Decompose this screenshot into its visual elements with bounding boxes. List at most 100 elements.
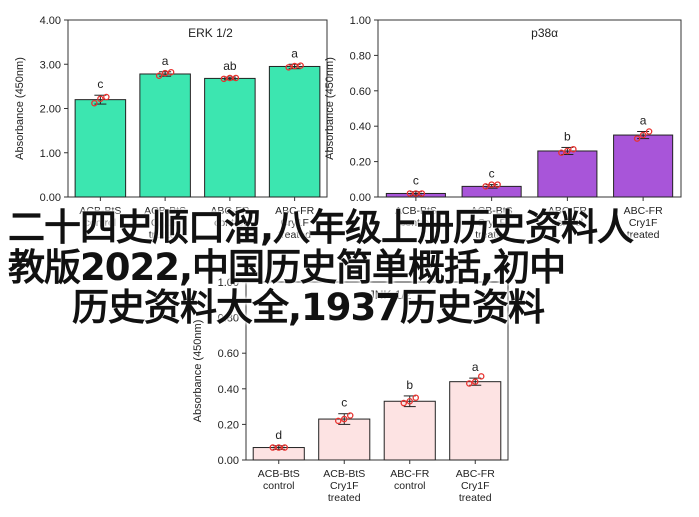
x-tick-label: treated bbox=[149, 229, 182, 241]
x-tick-label: ABC-FR bbox=[548, 205, 588, 217]
data-point bbox=[488, 181, 495, 188]
x-tick-label: ACB-BtS bbox=[471, 205, 513, 217]
plot-frame bbox=[377, 19, 682, 198]
x-tick-label: treated bbox=[278, 229, 311, 241]
data-point bbox=[91, 99, 98, 107]
x-tick-label: ACB-BtS bbox=[79, 205, 121, 217]
data-point bbox=[340, 415, 348, 423]
data-point bbox=[285, 64, 292, 71]
x-tick-label: Cry1F bbox=[477, 217, 506, 229]
bar bbox=[268, 65, 321, 198]
data-point bbox=[155, 72, 163, 80]
data-point bbox=[418, 190, 426, 197]
x-tick-label: control bbox=[394, 480, 426, 492]
data-point bbox=[275, 444, 282, 451]
data-point bbox=[558, 149, 565, 156]
chart-title: ERK 1/2 bbox=[188, 26, 233, 40]
bar bbox=[204, 77, 256, 198]
plot-frame bbox=[245, 281, 509, 461]
x-tick-label: ABC-FR bbox=[210, 205, 250, 217]
chart-title: JNK 1/2 bbox=[369, 288, 412, 302]
data-point bbox=[220, 75, 228, 83]
data-point bbox=[97, 95, 104, 103]
data-point bbox=[494, 181, 501, 188]
significance-letter: c bbox=[341, 396, 347, 410]
significance-letter: c bbox=[97, 77, 103, 91]
significance-letter: a bbox=[162, 54, 169, 68]
data-point bbox=[167, 68, 175, 76]
data-point bbox=[633, 135, 641, 142]
data-point bbox=[482, 183, 489, 190]
significance-letter: a bbox=[472, 360, 479, 374]
significance-letter: c bbox=[413, 174, 419, 188]
data-point bbox=[334, 417, 342, 425]
x-tick-label: treated bbox=[328, 492, 361, 504]
y-tick-label: 0.40 bbox=[350, 121, 371, 133]
data-point bbox=[406, 190, 414, 197]
x-tick-label: Cry1F bbox=[280, 217, 309, 229]
data-point bbox=[103, 93, 110, 101]
x-tick-label: control bbox=[214, 217, 246, 229]
x-tick-label: treated bbox=[627, 229, 660, 241]
bar bbox=[537, 150, 598, 198]
x-tick-label: Cry1F bbox=[330, 480, 359, 492]
bar bbox=[74, 99, 127, 198]
data-point bbox=[639, 131, 647, 139]
x-tick-label: Cry1F bbox=[151, 217, 180, 229]
y-tick-label: 0.00 bbox=[350, 192, 371, 204]
data-point bbox=[564, 147, 571, 155]
y-tick-label: 1.00 bbox=[350, 15, 371, 27]
x-tick-label: control bbox=[85, 217, 117, 229]
y-axis-label: Absorbance (450nm) bbox=[192, 320, 204, 423]
y-tick-label: 0.80 bbox=[218, 313, 239, 325]
y-tick-label: 0.80 bbox=[350, 50, 371, 62]
data-point bbox=[232, 74, 240, 82]
x-tick-label: ACB-BtS bbox=[144, 205, 186, 217]
chart-title: p38α bbox=[531, 26, 558, 40]
y-tick-label: 4.00 bbox=[40, 15, 61, 27]
y-tick-label: 1.00 bbox=[40, 148, 61, 160]
data-point bbox=[281, 444, 288, 451]
bar bbox=[383, 400, 436, 461]
y-tick-label: 0.40 bbox=[218, 384, 239, 396]
x-tick-label: ABC-FR bbox=[456, 468, 496, 480]
x-tick-label: control bbox=[263, 480, 295, 492]
bar bbox=[139, 73, 191, 198]
x-tick-label: ACB-BtS bbox=[258, 468, 300, 480]
x-tick-label: control bbox=[552, 217, 584, 229]
y-tick-label: 1.00 bbox=[218, 277, 239, 289]
x-tick-label: ABC-FR bbox=[624, 205, 664, 217]
data-point bbox=[346, 412, 354, 419]
x-tick-label: treated bbox=[459, 492, 492, 504]
data-point bbox=[161, 69, 169, 77]
chart-panel-1: 0.00 1.00 2.00 3.00 4.00 Absorbance (450nm) ER… bbox=[14, 15, 328, 241]
y-axis-label: Absorbance (450nm) bbox=[14, 57, 26, 160]
x-tick-label: Cry1F bbox=[629, 217, 658, 229]
data-point bbox=[297, 62, 304, 69]
data-point bbox=[400, 399, 407, 407]
data-point bbox=[570, 145, 577, 153]
data-point bbox=[471, 378, 479, 385]
y-tick-label: 2.00 bbox=[40, 104, 61, 116]
significance-letter: a bbox=[640, 114, 647, 128]
data-point bbox=[291, 62, 298, 70]
data-point bbox=[477, 373, 485, 380]
significance-letter: ab bbox=[223, 59, 237, 73]
significance-letter: b bbox=[406, 378, 413, 392]
significance-letter: a bbox=[291, 46, 298, 60]
x-tick-label: control bbox=[400, 217, 432, 229]
bar bbox=[318, 418, 371, 461]
significance-letter: c bbox=[489, 167, 495, 181]
chart-panel-3: 0.00 0.20 0.40 0.60 0.80 1.00 Absorbance (450n… bbox=[192, 277, 509, 504]
data-point bbox=[412, 190, 420, 197]
y-tick-label: 0.00 bbox=[40, 192, 61, 204]
chart-panel-2: 0.00 0.20 0.40 0.60 0.80 1.00 Absorbance (450n… bbox=[324, 15, 682, 241]
data-point bbox=[226, 74, 234, 82]
y-tick-label: 0.20 bbox=[350, 157, 371, 169]
x-tick-label: ABC-FR bbox=[390, 468, 430, 480]
y-tick-label: 0.60 bbox=[350, 86, 371, 98]
y-axis-label: Absorbance (450nm) bbox=[324, 57, 336, 160]
data-point bbox=[269, 444, 276, 451]
x-tick-label: treated bbox=[475, 229, 508, 241]
